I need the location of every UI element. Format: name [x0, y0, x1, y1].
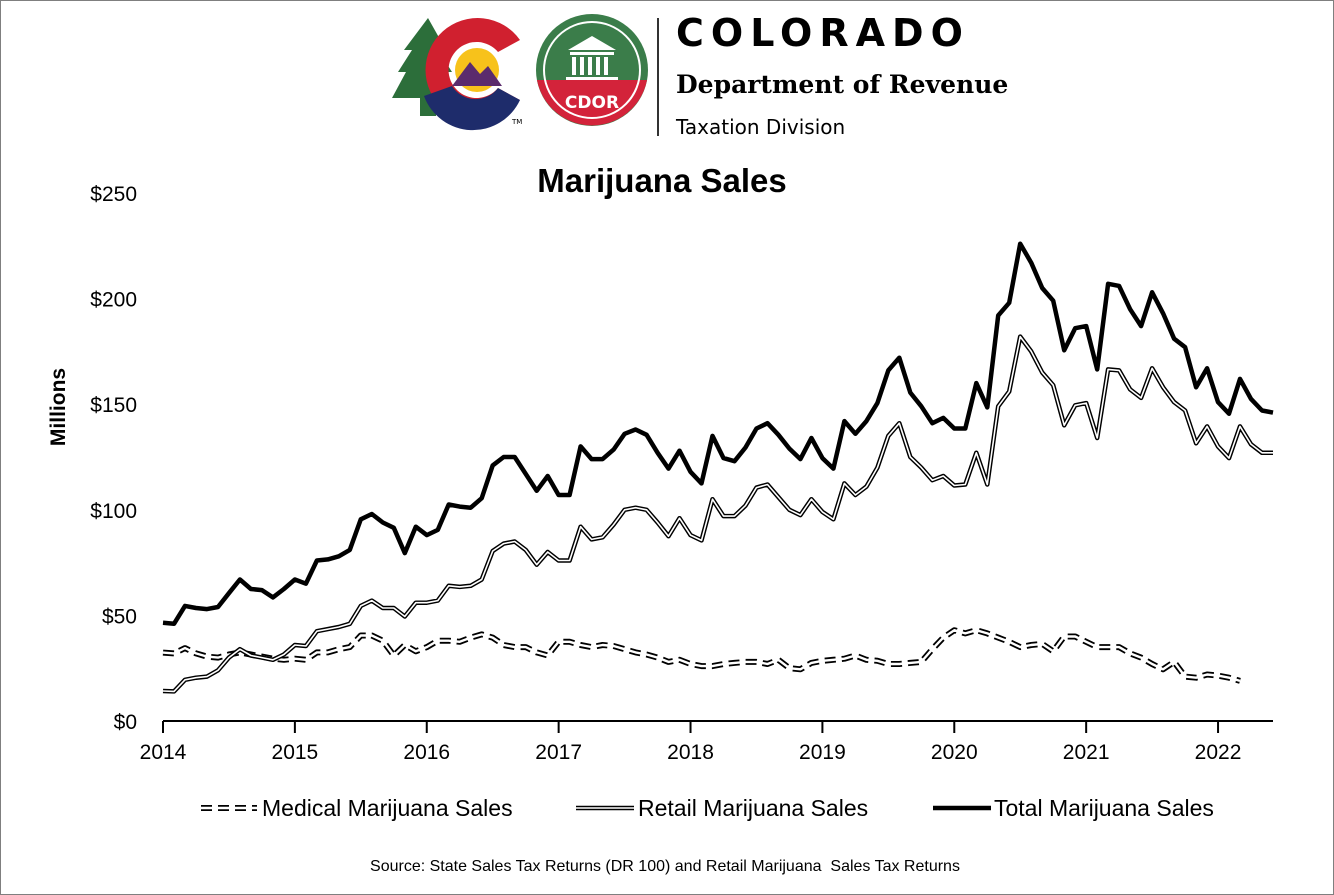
org-name: COLORADO [676, 11, 970, 55]
y-tick-label: $100 [90, 500, 137, 523]
c-ring-blue [424, 86, 520, 131]
legend-label: Retail Marijuana Sales [638, 795, 868, 821]
retail-line-outer [162, 334, 1273, 694]
x-tick-label: 2020 [931, 741, 978, 764]
total-line [162, 241, 1274, 627]
series-double [162, 334, 1273, 694]
axes: $0 $50 $100 $150 $200 $250 2014 2015 2016 2017 201… [90, 183, 1273, 764]
x-tick-label: 2014 [140, 741, 187, 764]
chart-title: Marijuana Sales [537, 162, 786, 199]
x-tick-label: 2016 [403, 741, 450, 764]
legend: Medical Marijuana Sales Retail Marijuana … [201, 795, 1214, 821]
tm-mark: TM [511, 118, 522, 126]
legend-item: Total Marijuana Sales [933, 795, 1214, 821]
series-solid-thick [162, 241, 1274, 627]
y-tick-label: $50 [102, 605, 137, 628]
legend-item: Retail Marijuana Sales [576, 795, 868, 821]
legend-item: Medical Marijuana Sales [201, 795, 513, 821]
x-tick-label: 2021 [1063, 741, 1110, 764]
source-note: Source: State Sales Tax Returns (DR 100)… [370, 858, 960, 875]
legend-label: Total Marijuana Sales [994, 795, 1214, 821]
y-axis-label: Millions [47, 368, 70, 446]
series-layer [162, 241, 1274, 694]
legend-label: Medical Marijuana Sales [262, 795, 513, 821]
x-tick-label: 2017 [535, 741, 582, 764]
badge-text: CDOR [565, 93, 619, 113]
x-tick-label: 2018 [667, 741, 714, 764]
division-name: Taxation Division [675, 115, 845, 139]
x-tick-label: 2022 [1195, 741, 1242, 764]
y-tick-label: $0 [114, 711, 137, 734]
x-tick-label: 2019 [799, 741, 846, 764]
building-icon [566, 36, 618, 80]
cdor-badge: CDOR [536, 14, 648, 126]
department-name: Department of Revenue [676, 70, 1008, 99]
y-tick-label: $250 [90, 183, 137, 206]
mountain-shape [452, 62, 502, 86]
y-tick-label: $150 [90, 394, 137, 417]
y-tick-label: $200 [90, 289, 137, 312]
series-dashed [162, 627, 1241, 684]
colorado-logo: TM [392, 18, 522, 131]
medical-line-inner [162, 629, 1241, 683]
retail-line-inner [162, 335, 1273, 693]
x-tick-label: 2015 [272, 741, 319, 764]
